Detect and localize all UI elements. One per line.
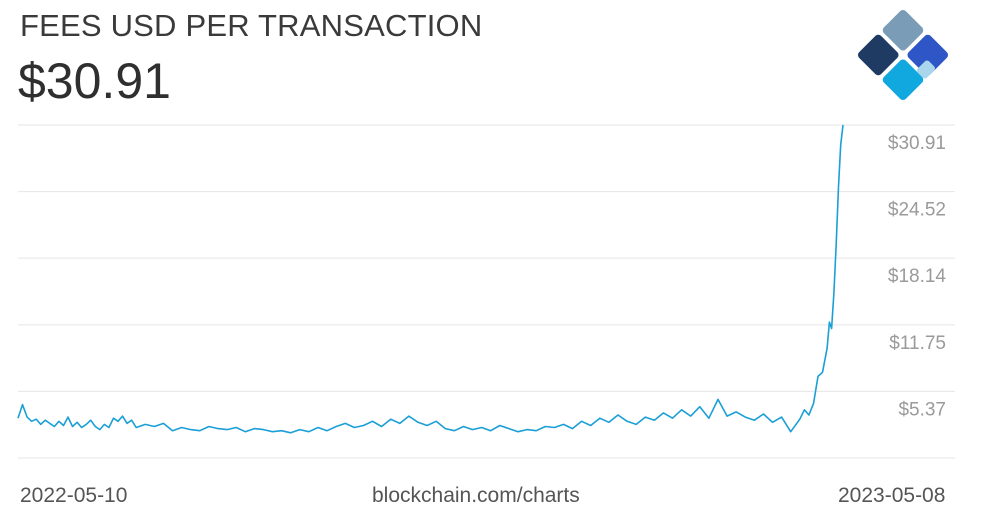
y-tick-label: $11.75: [889, 333, 946, 354]
y-tick-label: $24.52: [888, 200, 946, 221]
blockchain-logo-icon: [857, 9, 949, 101]
y-tick-label: $30.91: [888, 133, 946, 154]
y-tick-label: $5.37: [898, 399, 946, 420]
y-tick-label: $18.14: [888, 266, 947, 287]
source-link[interactable]: blockchain.com/charts: [372, 484, 580, 507]
end-date-label: 2023-05-08: [838, 484, 946, 507]
current-value: $30.91: [18, 53, 171, 109]
series-line: [17, 124, 844, 434]
chart-title: FEES USD PER TRANSACTION: [20, 8, 483, 43]
start-date-label: 2022-05-10: [20, 484, 128, 507]
